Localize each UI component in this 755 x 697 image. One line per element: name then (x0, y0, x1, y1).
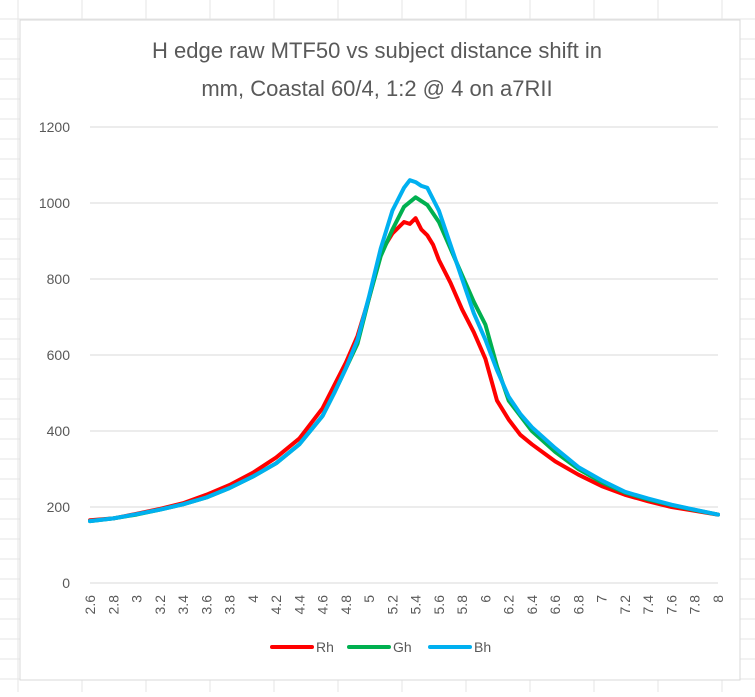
y-tick-label: 200 (47, 499, 71, 515)
x-axis-ticks: 2.6 2.8 3 3.2 3.4 3.6 3.8 4 4.2 4.4 4.6 4.8 5 5.2 5.4 5… (82, 595, 726, 615)
x-tick-label: 7.6 (663, 595, 679, 615)
x-tick-label: 4.6 (315, 595, 331, 615)
legend-label-gh: Gh (393, 639, 412, 655)
x-tick-label: 5.2 (384, 595, 400, 615)
x-tick-label: 5.4 (408, 595, 424, 615)
x-tick-label: 3.8 (222, 595, 238, 615)
series-line-rh (88, 216, 720, 523)
x-tick-label: 5.6 (431, 595, 447, 615)
x-tick-label: 6.4 (524, 595, 540, 615)
x-tick-label: 6 (477, 595, 493, 603)
chart-area (19, 19, 741, 681)
x-tick-label: 4.4 (291, 595, 307, 615)
x-tick-label: 3.6 (198, 595, 214, 615)
y-tick-label: 600 (47, 347, 71, 363)
legend-label-bh: Bh (474, 639, 491, 655)
x-tick-label: 7.8 (687, 595, 703, 615)
y-axis-ticks: 0 200 400 600 800 1000 1200 (39, 119, 70, 591)
chart-title-line-2: mm, Coastal 60/4, 1:2 @ 4 on a7RII (201, 76, 552, 101)
x-tick-label: 5.8 (454, 595, 470, 615)
y-tick-label: 1000 (39, 195, 70, 211)
x-tick-label: 8 (710, 595, 726, 603)
x-tick-label: 4.8 (338, 595, 354, 615)
x-tick-label: 4 (245, 595, 261, 603)
chart-title-line-1: H edge raw MTF50 vs subject distance shi… (152, 38, 602, 63)
x-tick-label: 7 (594, 595, 610, 603)
series-lines (88, 178, 720, 524)
y-tick-label: 1200 (39, 119, 70, 135)
x-tick-label: 7.4 (640, 595, 656, 615)
x-tick-label: 3 (129, 595, 145, 603)
x-tick-label: 2.8 (105, 595, 121, 615)
x-tick-label: 3.2 (152, 595, 168, 615)
legend: Rh Gh Bh (270, 639, 491, 655)
gridlines (90, 126, 718, 584)
x-tick-label: 7.2 (617, 595, 633, 615)
x-tick-label: 6.2 (501, 595, 517, 615)
x-tick-label: 2.6 (82, 595, 98, 615)
x-tick-label: 6.8 (570, 595, 586, 615)
x-tick-label: 4.2 (268, 595, 284, 615)
legend-label-rh: Rh (316, 639, 334, 655)
x-tick-label: 3.4 (175, 595, 191, 615)
x-tick-label: 5 (361, 595, 377, 603)
y-tick-label: 800 (47, 271, 71, 287)
x-tick-label: 6.6 (547, 595, 563, 615)
series-line-bh (88, 178, 720, 524)
y-tick-label: 400 (47, 423, 71, 439)
y-tick-label: 0 (62, 575, 70, 591)
